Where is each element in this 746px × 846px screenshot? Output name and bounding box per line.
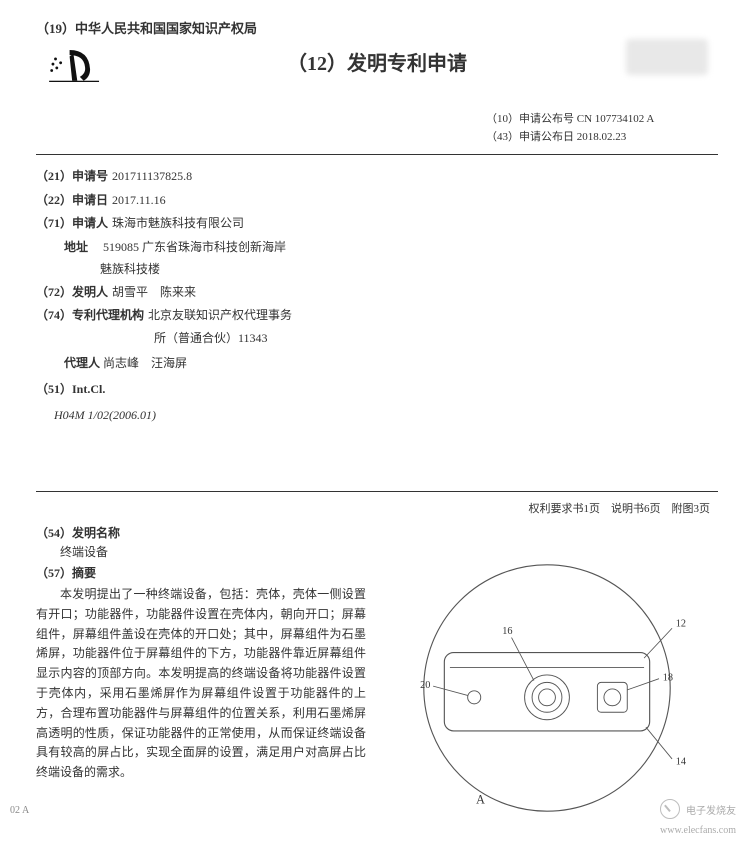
callout-18: 18	[663, 673, 673, 684]
agency-row: （74）专利代理机构 北京友联知识产权代理事务	[36, 304, 718, 327]
pub-no-value: CN 107734102 A	[577, 113, 655, 125]
agent-value: 尚志峰 汪海屏	[103, 356, 187, 370]
ipc-label: （51）Int.Cl.	[36, 378, 718, 401]
abstract-body: 本发明提出了一种终端设备，包括：壳体，壳体一侧设置有开口；功能器件，功能器件设置…	[36, 585, 366, 783]
agency-label: （74）专利代理机构	[36, 304, 144, 327]
side-code: 02 A	[10, 805, 29, 816]
patent-page: （19）中华人民共和国国家知识产权局 （12）发明专利申请 （10）申请公	[0, 0, 746, 846]
publication-info: （10）申请公布号 CN 107734102 A （43）申请公布日 2018.…	[36, 111, 718, 146]
bibliographic-section: （21）申请号 201711137825.8 （22）申请日 2017.11.1…	[36, 165, 718, 427]
pub-date-label: （43）申请公布日	[486, 131, 574, 143]
address-block: 地址 519085 广东省珠海市科技创新海岸 魅族科技楼	[64, 237, 718, 280]
header-section: （19）中华人民共和国国家知识产权局 （12）发明专利申请 （10）申请公	[36, 18, 718, 146]
agency-line1: 北京友联知识产权代理事务	[148, 304, 292, 327]
address-line: 地址 519085 广东省珠海市科技创新海岸	[64, 237, 718, 259]
pub-no-row: （10）申请公布号 CN 107734102 A	[486, 111, 718, 129]
figure-column: 12 14 16 18 20 A	[376, 524, 718, 828]
applicant-label: （71）申请人	[36, 212, 108, 235]
document-type-title: （12）发明专利申请	[287, 47, 467, 76]
ipc-block: （51）Int.Cl. H04M 1/02(2006.01)	[36, 378, 718, 427]
pub-no-label: （10）申请公布号	[486, 113, 574, 125]
applicant-row: （71）申请人 珠海市魅族科技有限公司	[36, 212, 718, 235]
app-no-label: （21）申请号	[36, 165, 108, 188]
claims-note: 权利要求书1页 说明书6页 附图3页	[36, 500, 718, 516]
callout-14: 14	[676, 757, 686, 768]
watermark-name: 电子发烧友	[686, 802, 736, 817]
redacted-block	[626, 39, 708, 75]
agent-label: 代理人	[64, 353, 100, 375]
abstract-column: （54）发明名称 终端设备 （57）摘要 本发明提出了一种终端设备，包括：壳体，…	[36, 524, 366, 828]
figure-label: A	[476, 793, 485, 807]
invention-title: 终端设备	[60, 543, 366, 560]
app-date-label: （22）申请日	[36, 189, 108, 212]
app-date-row: （22）申请日 2017.11.16	[36, 189, 718, 212]
address-line2: 魅族科技楼	[100, 259, 718, 281]
inventor-value: 胡雪平 陈来来	[112, 281, 196, 304]
callout-12: 12	[676, 618, 686, 629]
pub-date-row: （43）申请公布日 2018.02.23	[486, 129, 718, 147]
callout-20: 20	[420, 680, 430, 691]
lower-section: （54）发明名称 终端设备 （57）摘要 本发明提出了一种终端设备，包括：壳体，…	[36, 524, 718, 828]
header-row: （12）发明专利申请	[36, 43, 718, 89]
divider-mid	[36, 491, 718, 492]
app-no-value: 201711137825.8	[112, 165, 192, 188]
watermark: 电子发烧友 www.elecfans.com	[660, 799, 736, 836]
watermark-url: www.elecfans.com	[660, 825, 736, 836]
patent-figure: 12 14 16 18 20 A	[407, 548, 687, 828]
address-label: 地址	[64, 237, 100, 259]
abstract-label: （57）摘要	[36, 564, 366, 581]
app-date-value: 2017.11.16	[112, 189, 166, 212]
pub-date-value: 2018.02.23	[577, 131, 627, 143]
invention-title-label: （54）发明名称	[36, 524, 366, 541]
agency-line2: 所（普通合伙）11343	[154, 327, 718, 350]
inventor-label: （72）发明人	[36, 281, 108, 304]
authority-line: （19）中华人民共和国国家知识产权局	[36, 18, 718, 37]
agent-block: 代理人 尚志峰 汪海屏	[64, 353, 718, 375]
app-no-row: （21）申请号 201711137825.8	[36, 165, 718, 188]
applicant-value: 珠海市魅族科技有限公司	[112, 212, 244, 235]
ipc-code: H04M 1/02(2006.01)	[54, 404, 718, 427]
inventor-row: （72）发明人 胡雪平 陈来来	[36, 281, 718, 304]
address-line1: 519085 广东省珠海市科技创新海岸	[103, 240, 286, 254]
cnipa-logo	[44, 43, 108, 89]
divider-top	[36, 154, 718, 155]
watermark-icon	[660, 799, 680, 819]
callout-16: 16	[502, 626, 512, 637]
